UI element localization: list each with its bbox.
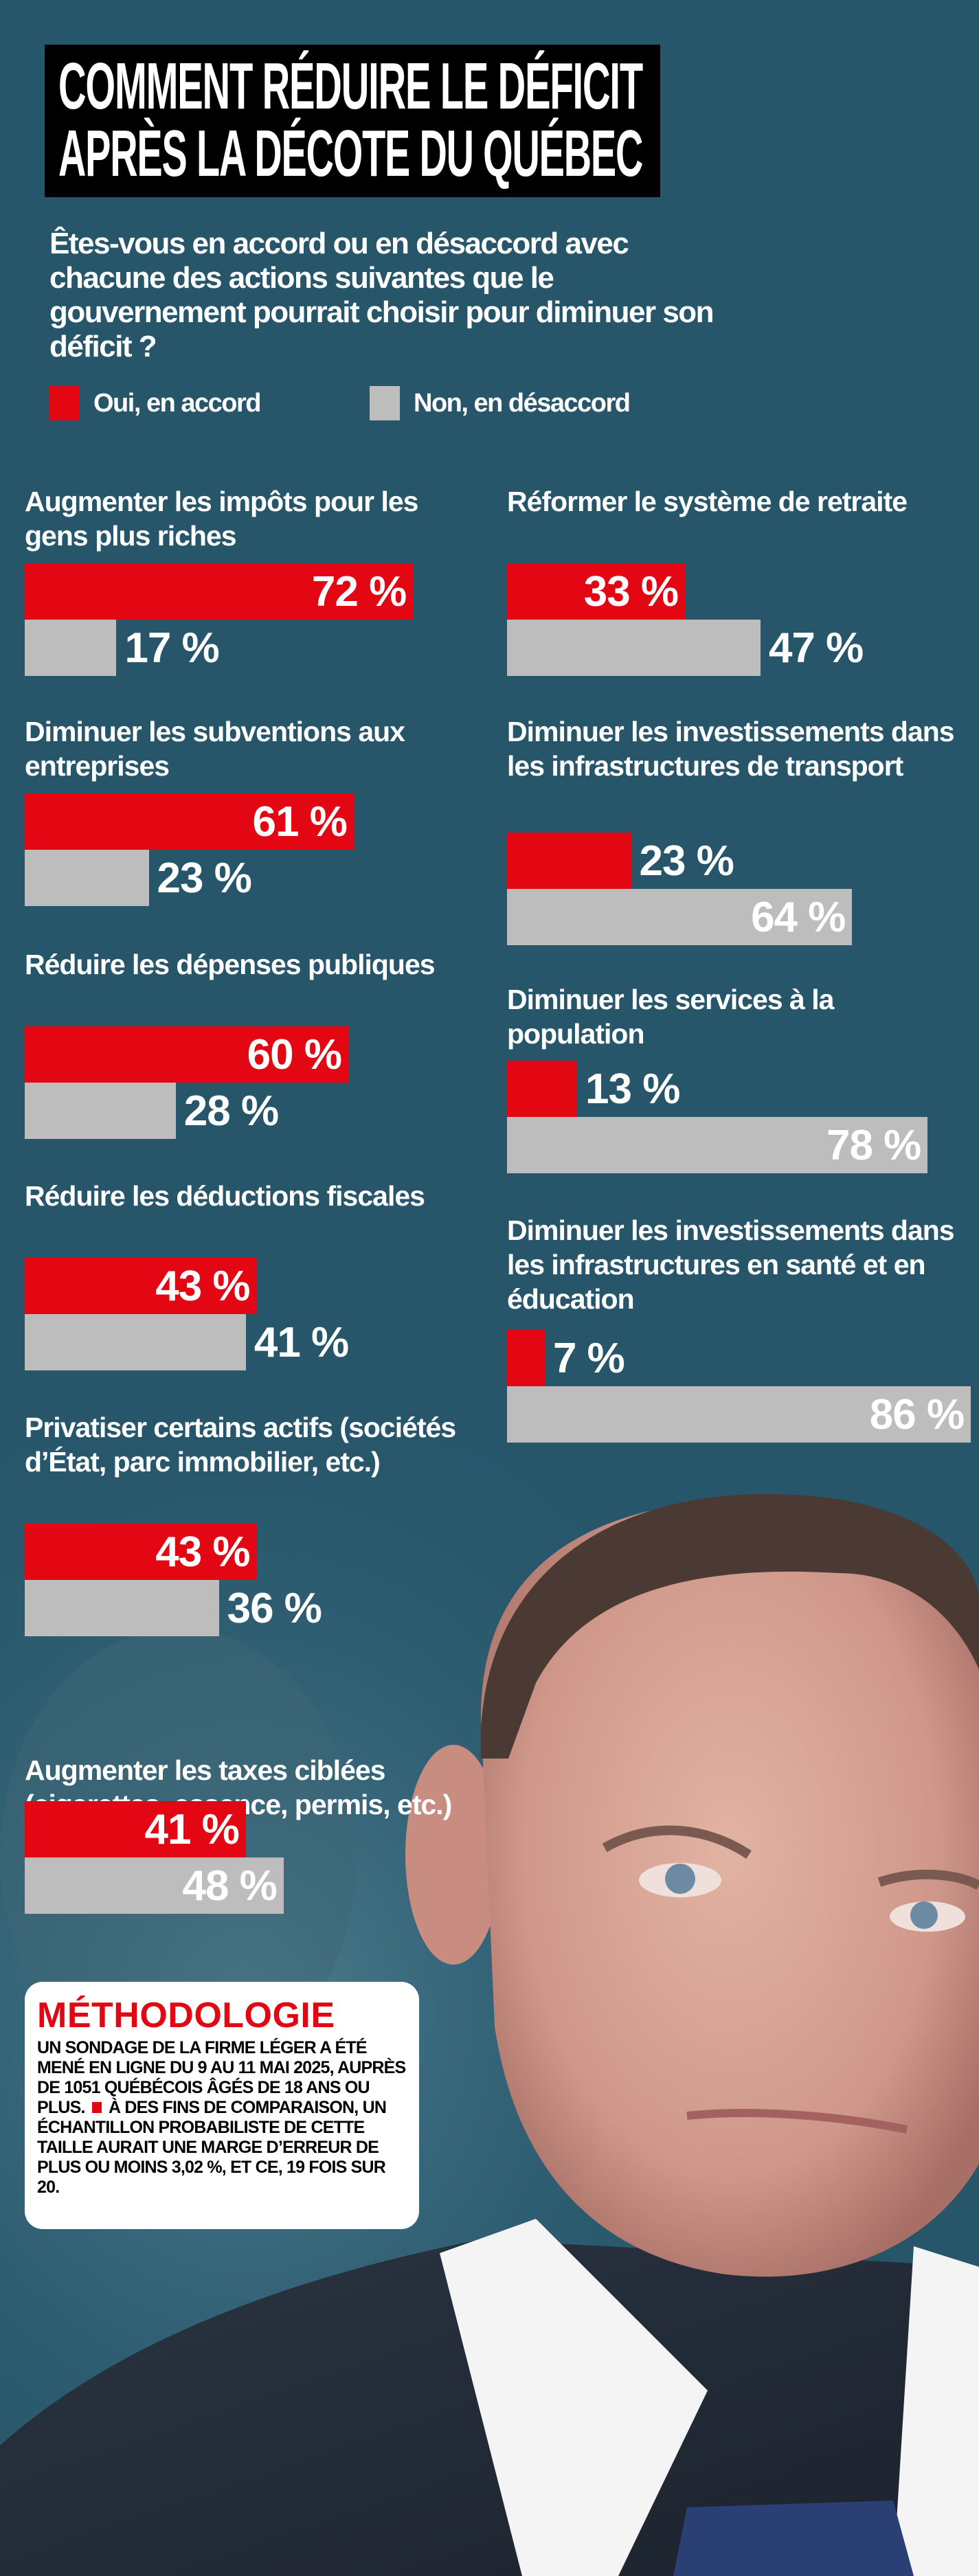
value-label-agree: 41 % xyxy=(144,1806,240,1853)
value-label-agree: 43 % xyxy=(155,1263,250,1310)
bar-disagree xyxy=(507,1117,928,1173)
bar-disagree xyxy=(25,1314,246,1370)
value-label-disagree: 47 % xyxy=(768,624,864,672)
value-label-disagree: 41 % xyxy=(254,1319,349,1366)
value-label-agree: 43 % xyxy=(155,1528,250,1576)
item-label: Diminuer les services à la population xyxy=(507,984,834,1050)
methodology-text-1: UN SONDAGE DE LA FIRME LÉGER A ÉTÉ MENÉ … xyxy=(37,2038,406,2117)
item-label: Privatiser certains actifs (sociétés d’É… xyxy=(25,1412,456,1478)
bar-agree xyxy=(25,1258,257,1314)
headline-line-1: COMMENT RÉDUIRE LE DÉFICIT xyxy=(58,49,643,123)
methodology-text-2: À DES FINS DE COMPARAISON, UN ÉCHANTILLO… xyxy=(37,2098,387,2197)
bar-agree xyxy=(25,1026,348,1083)
item-label: Réduire les déductions fiscales xyxy=(25,1180,425,1212)
value-label-agree: 23 % xyxy=(639,837,734,885)
value-label-disagree: 28 % xyxy=(183,1087,279,1135)
bar-agree xyxy=(25,563,414,620)
bar-disagree xyxy=(507,620,761,676)
methodology-title: MÉTHODOLOGIE xyxy=(37,1996,335,2035)
bar-agree xyxy=(25,1801,246,1857)
value-label-disagree: 23 % xyxy=(157,855,252,902)
value-label-disagree: 78 % xyxy=(826,1122,921,1169)
value-label-agree: 60 % xyxy=(247,1031,342,1078)
bar-agree xyxy=(507,563,686,620)
value-label-agree: 72 % xyxy=(311,568,407,615)
value-label-disagree: 48 % xyxy=(182,1862,277,1910)
survey-question: Êtes-vous en accord ou en désaccord avec… xyxy=(49,227,714,363)
bar-disagree xyxy=(25,1857,284,1914)
legend-swatch-yes xyxy=(49,386,80,420)
bar-agree xyxy=(507,833,631,889)
methodology-box: MÉTHODOLOGIE UN SONDAGE DE LA FIRME LÉGE… xyxy=(25,1982,419,2229)
value-label-disagree: 17 % xyxy=(124,624,219,672)
item-label: Diminuer les investissements dans les in… xyxy=(507,716,955,782)
item-label: Augmenter les impôts pour les gens plus … xyxy=(25,486,418,552)
bar-disagree xyxy=(25,620,117,676)
bar-disagree xyxy=(25,1083,176,1139)
item-label: Réformer le système de retraite xyxy=(507,486,908,517)
bullet-square-icon xyxy=(91,2102,102,2113)
bar-disagree xyxy=(507,889,853,945)
bar-disagree xyxy=(507,1386,971,1443)
legend-swatch-no xyxy=(370,386,400,420)
legend-label-yes: Oui, en accord xyxy=(93,388,261,418)
bar-agree xyxy=(25,1524,257,1580)
bar-disagree xyxy=(25,850,149,906)
item-label: Diminuer les investissements dans les in… xyxy=(507,1214,955,1315)
bar-agree xyxy=(25,793,354,850)
value-label-disagree: 36 % xyxy=(227,1585,322,1632)
methodology-text: UN SONDAGE DE LA FIRME LÉGER A ÉTÉ MENÉ … xyxy=(37,2038,407,2197)
bar-agree xyxy=(507,1330,545,1386)
bar-agree xyxy=(507,1061,578,1117)
value-label-agree: 13 % xyxy=(585,1065,680,1113)
value-label-agree: 7 % xyxy=(552,1335,625,1382)
headline-line-2: APRÈS LA DÉCOTE DU QUÉBEC xyxy=(58,117,643,190)
legend-label-no: Non, en désaccord xyxy=(414,388,631,418)
headline: COMMENT RÉDUIRE LE DÉFICIT APRÈS LA DÉCO… xyxy=(45,45,660,197)
value-label-disagree: 86 % xyxy=(869,1391,965,1438)
value-label-agree: 33 % xyxy=(583,568,679,615)
item-label: Réduire les dépenses publiques xyxy=(25,949,436,980)
bar-disagree xyxy=(25,1580,219,1636)
value-label-disagree: 64 % xyxy=(751,894,846,941)
legend-no: Non, en désaccord xyxy=(370,386,631,420)
item-label: Diminuer les subventions aux entreprises xyxy=(25,716,405,782)
value-label-agree: 61 % xyxy=(252,798,348,846)
legend-yes: Oui, en accord xyxy=(49,386,261,420)
